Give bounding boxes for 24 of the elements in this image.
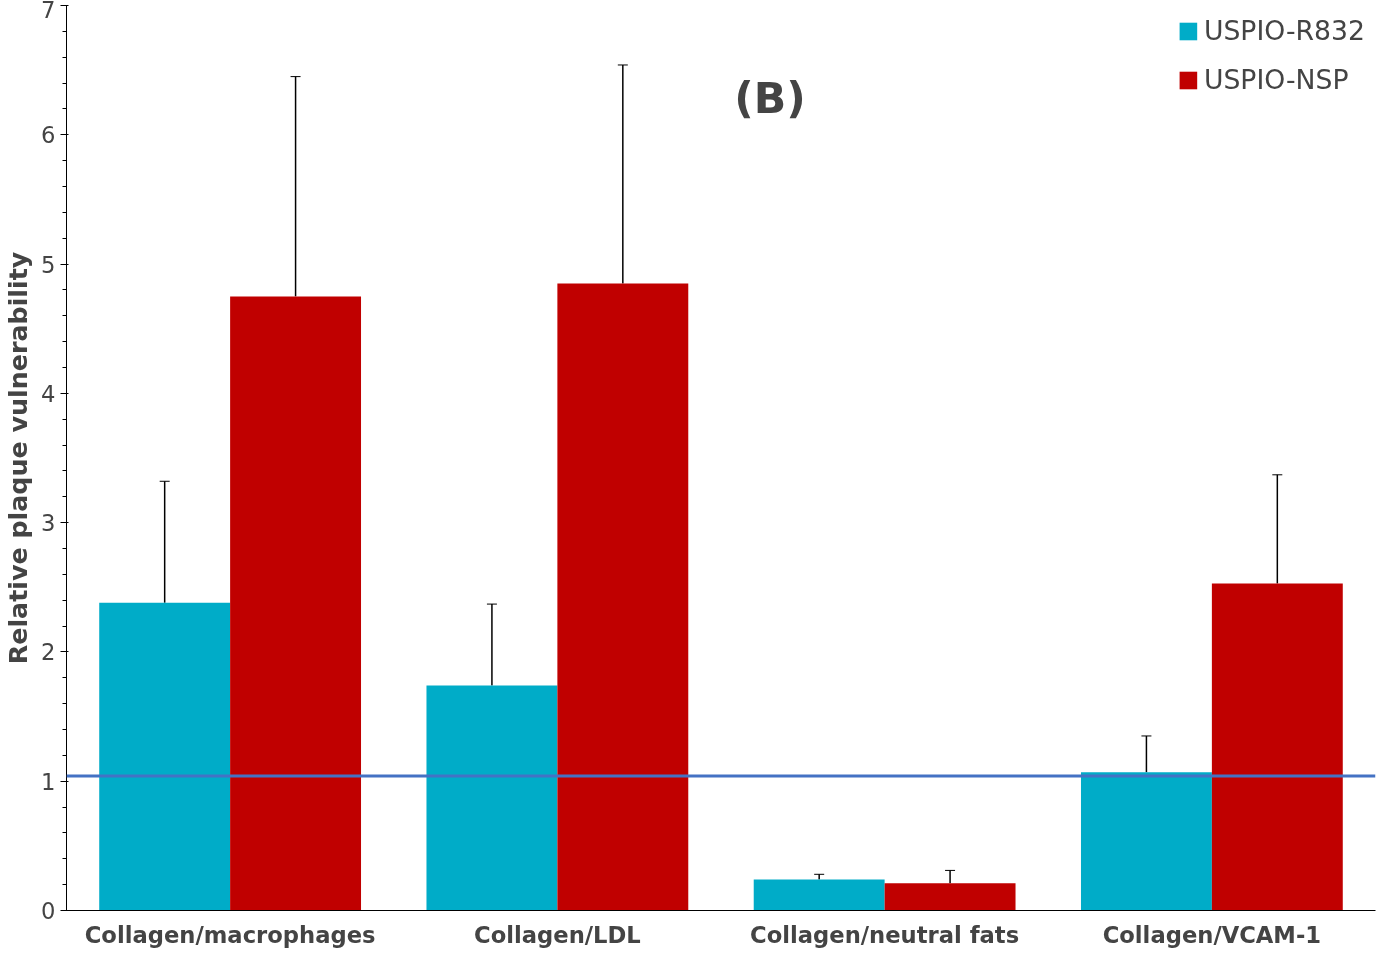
legend-label: USPIO-R832 bbox=[1203, 15, 1365, 46]
y-tick-label: 5 bbox=[41, 251, 56, 278]
x-tick-label: Collagen/VCAM-1 bbox=[1102, 921, 1322, 948]
bar bbox=[557, 283, 689, 911]
y-axis-title: Relative plaque vulnerability bbox=[3, 251, 34, 665]
bar bbox=[1211, 583, 1343, 911]
x-tick-label: Collagen/LDL bbox=[474, 921, 641, 948]
bar bbox=[426, 685, 558, 911]
y-tick-label: 7 bbox=[41, 0, 56, 23]
x-tick-label: Collagen/neutral fats bbox=[750, 921, 1020, 948]
y-tick-label: 4 bbox=[41, 380, 56, 407]
bar bbox=[1080, 772, 1212, 911]
annotation: (B) bbox=[734, 73, 806, 124]
bar bbox=[884, 883, 1016, 911]
bar bbox=[753, 879, 885, 911]
y-tick-label: 1 bbox=[41, 768, 56, 795]
y-tick-label: 0 bbox=[41, 898, 56, 924]
x-tick-label: Collagen/macrophages bbox=[84, 921, 376, 948]
y-tick-label: 6 bbox=[41, 122, 56, 149]
y-tick-label: 2 bbox=[41, 639, 56, 666]
bar bbox=[230, 296, 362, 911]
legend-label: USPIO-NSP bbox=[1203, 64, 1349, 95]
y-tick-label: 3 bbox=[41, 510, 56, 537]
bar bbox=[99, 602, 231, 911]
